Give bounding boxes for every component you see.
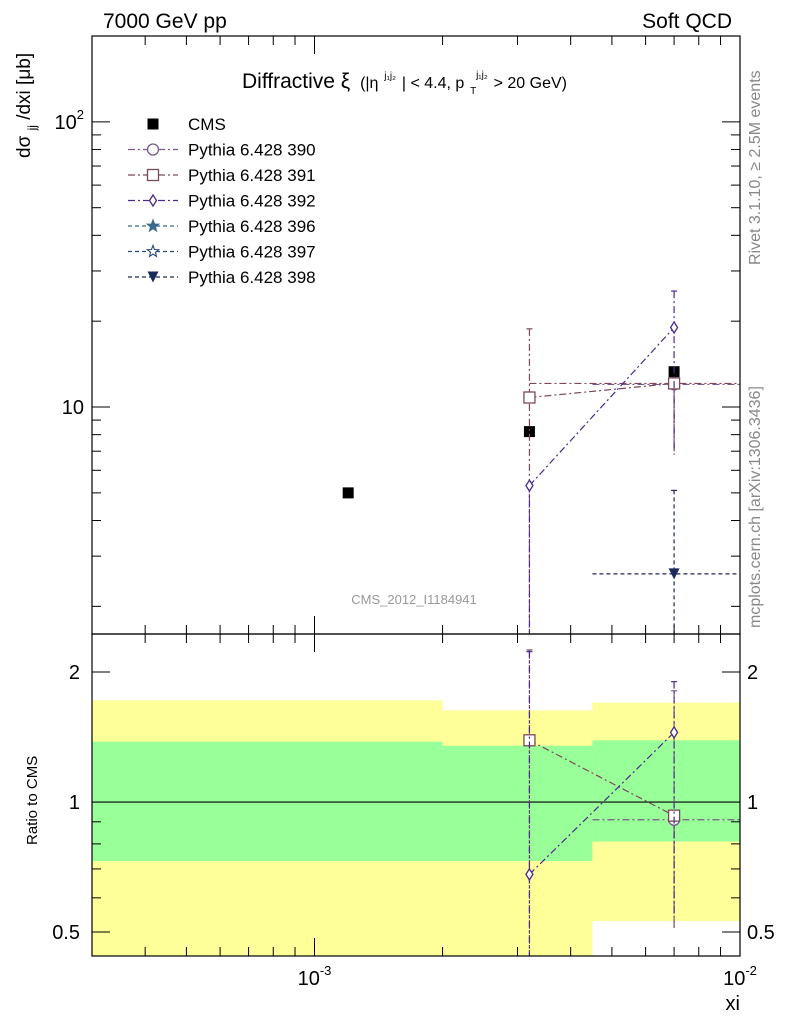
energy-label: 7000 GeV pp: [103, 10, 227, 33]
main-axis-ticks: 10 102: [55, 35, 741, 634]
ratio-axis-ticks: 0.5 0.5 1 1 2 2 10-3 10-2: [52, 634, 775, 990]
ratio-green-band-2: [592, 740, 740, 842]
ratio-ytick-label: 2: [69, 662, 80, 684]
ratio-ytick-label: 1: [69, 792, 80, 814]
legend-marker-3: [148, 193, 158, 208]
legend-label-1: Pythia 6.428 390: [188, 141, 316, 160]
mcplots-label: mcplots.cern.ch [arXiv:1306.3436]: [747, 386, 764, 628]
title-cut-a-sup: j₁j₂: [383, 71, 396, 82]
ratio-series-2: [525, 651, 679, 956]
legend-marker-1: [146, 143, 160, 156]
title-cut-c: > 20 GeV): [494, 75, 567, 92]
main-point-6-0: [668, 568, 680, 580]
xtick-label: 10-3: [298, 963, 332, 990]
legend-entry-4: Pythia 6.428 396: [128, 217, 316, 236]
main-series-6: [592, 489, 740, 634]
main-point-3-1: [669, 320, 679, 335]
main-series-2: [523, 328, 740, 634]
ratio-line-2: [529, 731, 675, 875]
ratio-ylabel: Ratio to CMS: [24, 756, 41, 845]
title-cut-a: (|η: [360, 75, 378, 92]
ratio-ytick-label-right: 0.5: [747, 922, 775, 944]
legend-label-0: CMS: [188, 115, 226, 134]
ratio-line-1: [529, 739, 675, 817]
main-ylabel-sub: jj: [25, 125, 39, 131]
xtick-label: 10-2: [723, 963, 757, 990]
legend-entry-1: Pythia 6.428 390: [128, 141, 316, 160]
main-series-line-2: [529, 382, 675, 399]
legend-marker-2: [146, 168, 160, 182]
ratio-ytick-label-right: 1: [747, 792, 758, 814]
ratio-plot-frame: [91, 633, 741, 957]
ratio-point-2-0: [525, 867, 534, 882]
ratio-xlabel: xi: [726, 993, 740, 1015]
legend-label-5: Pythia 6.428 397: [188, 243, 316, 262]
legend-marker-0: [147, 118, 159, 130]
main-ytick-label: 102: [55, 107, 84, 134]
title-main: Diffractive ξ: [242, 70, 350, 93]
main-series-3: [525, 290, 679, 634]
legend-label-6: Pythia 6.428 398: [188, 268, 316, 287]
plot-title: Diffractive ξ (|η j₁j₂ | < 4.4, p T j₁j₂…: [242, 60, 567, 99]
legend-label-4: Pythia 6.428 396: [188, 217, 316, 236]
main-point-3-0: [525, 478, 534, 493]
main-series-layer: [342, 290, 740, 634]
analysis-label: CMS_2012_I1184941: [351, 592, 477, 607]
ratio-bands-layer: [92, 700, 740, 956]
main-ylabel-main: dσ: [14, 135, 35, 158]
main-point-0-1: [523, 426, 535, 438]
title-cut-b: | < 4.4, p: [402, 75, 465, 92]
main-series-0: [342, 366, 680, 499]
legend-entry-2: Pythia 6.428 391: [128, 166, 316, 185]
ratio-green-band-1: [442, 745, 593, 862]
main-ylabel-tail: /dxi [μb]: [14, 53, 35, 120]
legend-marker-4: [145, 218, 161, 233]
legend-entry-5: Pythia 6.428 397: [128, 243, 316, 262]
ratio-ytick-label-right: 2: [747, 662, 758, 684]
main-series-line-3: [528, 327, 675, 487]
title-cut-b-sup: j₁j₂: [475, 70, 488, 81]
legend-label-3: Pythia 6.428 392: [188, 192, 316, 211]
title-cut-b-sub: T: [470, 86, 476, 97]
main-point-0-0: [342, 487, 354, 499]
ratio-ytick-label: 0.5: [52, 922, 80, 944]
legend-entry-0: CMS: [147, 115, 226, 134]
main-ylabel: dσ jj /dxi [μb]: [14, 53, 41, 158]
main-point-2-0: [523, 391, 536, 404]
legend-label-2: Pythia 6.428 391: [188, 166, 316, 185]
legend-marker-6: [147, 271, 159, 283]
legend-entry-6: Pythia 6.428 398: [128, 268, 316, 287]
ratio-series-layer: [523, 649, 740, 956]
category-label: Soft QCD: [642, 10, 732, 33]
legend-entry-3: Pythia 6.428 392: [128, 192, 316, 211]
legend: CMS Pythia 6.428 390 Pythia 6.428 391 Pythi…: [128, 115, 316, 287]
legend-marker-5: [145, 243, 161, 258]
rivet-label: Rivet 3.1.10, ≥ 2.5M events: [747, 70, 764, 265]
ratio-plot-panel: 0.5 0.5 1 1 2 2 10-3 10-2: [52, 633, 775, 990]
ratio-green-band-0: [92, 741, 443, 862]
ratio-point-2-1: [669, 725, 679, 740]
main-ytick-label: 10: [62, 397, 84, 419]
